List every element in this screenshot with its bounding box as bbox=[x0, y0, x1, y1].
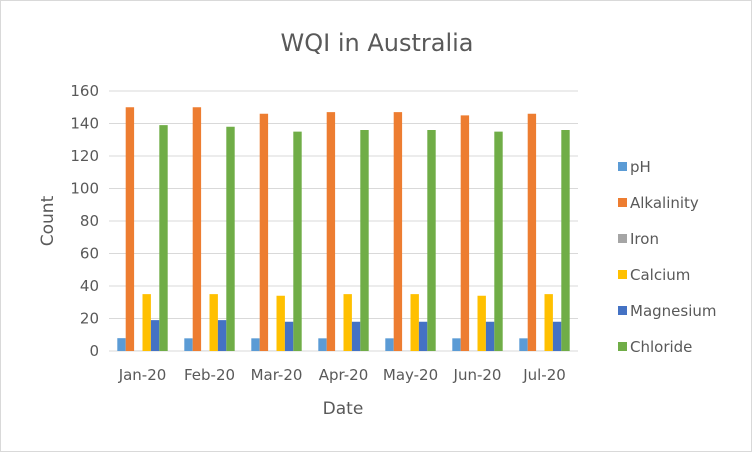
x-tick-label: Feb-20 bbox=[184, 366, 235, 384]
legend-label-alkalinity: Alkalinity bbox=[630, 194, 699, 212]
bar-alkalinity-apr-20 bbox=[326, 112, 336, 351]
bar-chloride-feb-20 bbox=[226, 126, 235, 351]
bars-group bbox=[117, 107, 570, 351]
bar-magnesium-jun-20 bbox=[485, 321, 495, 351]
x-tick-label: May-20 bbox=[383, 366, 438, 384]
y-axis-title: Count bbox=[38, 195, 58, 246]
legend-label-ph: pH bbox=[630, 158, 651, 176]
y-tick-label: 100 bbox=[70, 180, 99, 198]
legend: pH Alkalinity Iron Calcium Magnesium Chloride bbox=[618, 158, 717, 356]
x-tick-labels: Jan-20 Feb-20 Mar-20 Apr-20 May-20 Jun-20 Jul-… bbox=[118, 366, 566, 384]
bar-magnesium-may-20 bbox=[418, 321, 428, 351]
bar-ph-apr-20 bbox=[318, 338, 327, 351]
y-tick-label: 80 bbox=[80, 212, 99, 230]
legend-label-iron: Iron bbox=[630, 230, 659, 248]
y-tick-label: 120 bbox=[70, 147, 99, 165]
bar-alkalinity-jan-20 bbox=[125, 107, 135, 351]
y-tick-label: 140 bbox=[70, 115, 99, 133]
bar-magnesium-apr-20 bbox=[351, 321, 361, 351]
legend-swatch-ph bbox=[618, 162, 627, 171]
bar-magnesium-jan-20 bbox=[150, 320, 160, 351]
bar-calcium-mar-20 bbox=[276, 295, 285, 351]
bar-calcium-jan-20 bbox=[142, 294, 151, 351]
bar-ph-jun-20 bbox=[452, 338, 461, 351]
bar-chloride-jan-20 bbox=[159, 125, 168, 351]
bar-ph-may-20 bbox=[385, 338, 394, 351]
legend-swatch-alkalinity bbox=[618, 198, 627, 207]
bar-calcium-feb-20 bbox=[209, 294, 218, 351]
y-tick-label: 60 bbox=[80, 245, 99, 263]
legend-swatch-iron bbox=[618, 234, 627, 243]
bar-ph-feb-20 bbox=[184, 338, 193, 351]
legend-swatch-chloride bbox=[618, 342, 627, 351]
legend-swatch-calcium bbox=[618, 270, 627, 279]
bar-ph-jul-20 bbox=[519, 338, 528, 351]
bar-chloride-jun-20 bbox=[494, 131, 503, 351]
bar-chloride-jul-20 bbox=[561, 130, 570, 351]
legend-label-chloride: Chloride bbox=[630, 338, 692, 356]
bar-ph-jan-20 bbox=[117, 338, 126, 351]
x-axis-title: Date bbox=[323, 399, 364, 419]
legend-label-magnesium: Magnesium bbox=[630, 302, 717, 320]
x-tick-label: Jan-20 bbox=[118, 366, 167, 384]
bar-calcium-may-20 bbox=[410, 294, 419, 351]
x-tick-label: Jun-20 bbox=[453, 366, 502, 384]
bar-magnesium-feb-20 bbox=[217, 320, 227, 351]
legend-label-calcium: Calcium bbox=[630, 266, 690, 284]
legend-swatch-magnesium bbox=[618, 306, 627, 315]
y-tick-label: 40 bbox=[80, 277, 99, 295]
bar-alkalinity-mar-20 bbox=[259, 113, 269, 351]
bar-calcium-apr-20 bbox=[343, 294, 352, 351]
bar-alkalinity-may-20 bbox=[393, 112, 403, 351]
chart-title: WQI in Australia bbox=[281, 29, 474, 57]
bar-chloride-may-20 bbox=[427, 130, 436, 351]
bar-magnesium-mar-20 bbox=[284, 321, 294, 351]
y-tick-label: 20 bbox=[80, 310, 99, 328]
bar-chloride-mar-20 bbox=[293, 131, 302, 351]
bar-alkalinity-feb-20 bbox=[192, 107, 202, 351]
x-tick-label: Jul-20 bbox=[522, 366, 566, 384]
bar-chloride-apr-20 bbox=[360, 130, 369, 351]
gridlines bbox=[109, 90, 578, 352]
x-tick-label: Apr-20 bbox=[319, 366, 369, 384]
y-tick-label: 160 bbox=[70, 82, 99, 100]
x-tick-label: Mar-20 bbox=[251, 366, 303, 384]
bar-calcium-jul-20 bbox=[544, 294, 553, 351]
bar-ph-mar-20 bbox=[251, 338, 260, 351]
bar-alkalinity-jun-20 bbox=[460, 115, 470, 351]
bar-alkalinity-jul-20 bbox=[527, 113, 537, 351]
bar-magnesium-jul-20 bbox=[552, 321, 562, 351]
bar-calcium-jun-20 bbox=[477, 295, 486, 351]
y-tick-label: 0 bbox=[89, 342, 99, 360]
y-tick-labels: 0 20 40 60 80 100 120 140 160 bbox=[70, 82, 99, 360]
